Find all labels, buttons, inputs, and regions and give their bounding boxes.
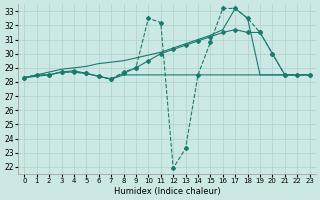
X-axis label: Humidex (Indice chaleur): Humidex (Indice chaleur) <box>114 187 220 196</box>
